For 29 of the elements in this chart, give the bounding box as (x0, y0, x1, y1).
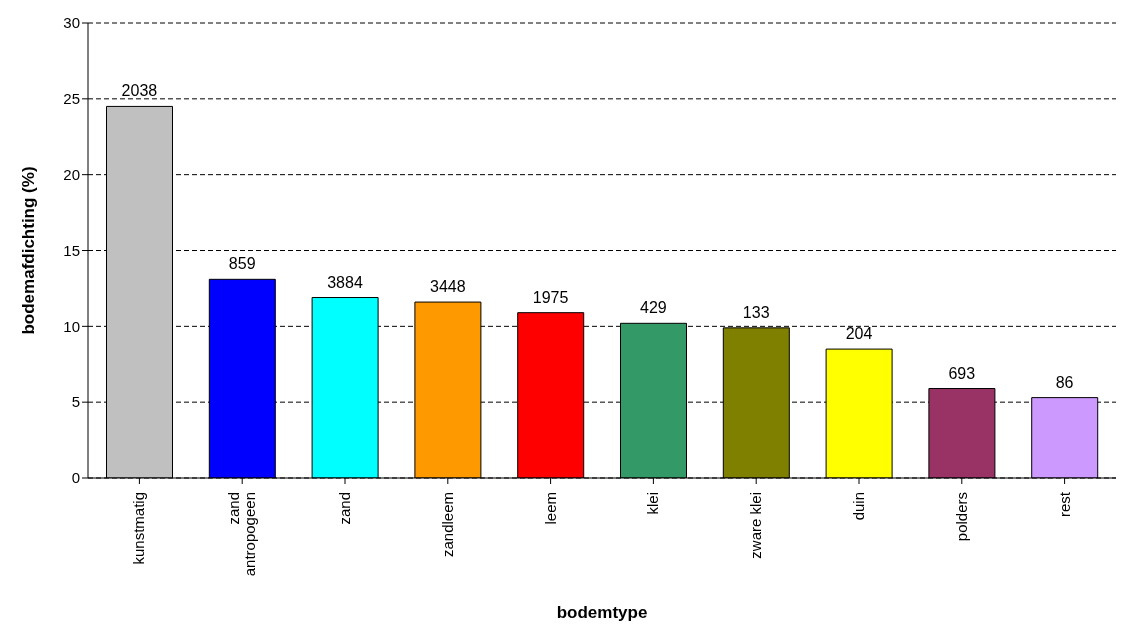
y-tick-label: 0 (71, 469, 80, 487)
x-tick-label: zware klei (747, 492, 765, 559)
annotation: 86 (1055, 373, 1074, 391)
y-tick-label: 15 (63, 241, 80, 259)
annotation: 204 (845, 325, 873, 343)
x-tick-label: polders (952, 492, 970, 542)
x-tick-label: zand antropogeen (225, 492, 259, 577)
annotation: 1975 (532, 288, 569, 306)
x-axis-title: bodemtype (556, 603, 648, 622)
annotation: 693 (948, 364, 976, 382)
y-tick-label: 30 (63, 14, 80, 32)
annotation: 859 (228, 255, 256, 273)
x-tick-label: leem (541, 492, 559, 525)
x-tick-label: kunstmatig (130, 492, 148, 565)
annotation: 3884 (327, 273, 363, 291)
y-axis-title: bodemafdichting (%) (19, 166, 39, 335)
y-tick-label: 20 (63, 165, 80, 183)
x-tick-label: zand (336, 492, 353, 525)
y-tick-label: 25 (63, 90, 80, 108)
annotation: 2038 (121, 82, 158, 100)
annotation: 133 (742, 303, 770, 321)
x-tick-label: rest (1055, 491, 1073, 518)
x-tick-label: zandleem (438, 492, 456, 558)
annotation: 429 (640, 299, 667, 317)
x-tick-label: klei (644, 492, 662, 515)
y-tick-label: 5 (71, 393, 80, 411)
annotation: 3448 (430, 278, 466, 296)
y-tick-label: 10 (63, 317, 80, 335)
x-tick-label: duin (850, 492, 867, 521)
